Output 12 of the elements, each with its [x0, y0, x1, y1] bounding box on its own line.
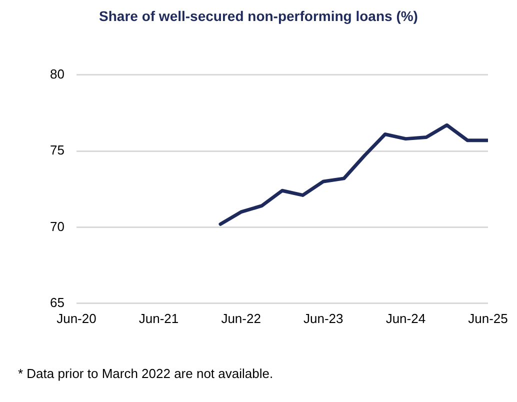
- chart-title: Share of well-secured non-performing loans (%): [98, 8, 419, 24]
- x-tick-label: Jun-24: [386, 310, 426, 326]
- y-tick-label: 75: [50, 142, 64, 158]
- x-tick-label: Jun-22: [221, 310, 261, 326]
- x-tick-label: Jun-23: [304, 310, 344, 326]
- y-tick-label: 80: [50, 66, 64, 82]
- y-tick-label: 65: [50, 294, 64, 310]
- x-tick-label: Jun-25: [468, 310, 508, 326]
- x-tick-label: Jun-20: [56, 310, 96, 326]
- text: * Data prior to March 2022 are not available.: [18, 366, 274, 381]
- y-tick-label: 70: [50, 218, 64, 234]
- x-tick-label: Jun-21: [138, 310, 179, 326]
